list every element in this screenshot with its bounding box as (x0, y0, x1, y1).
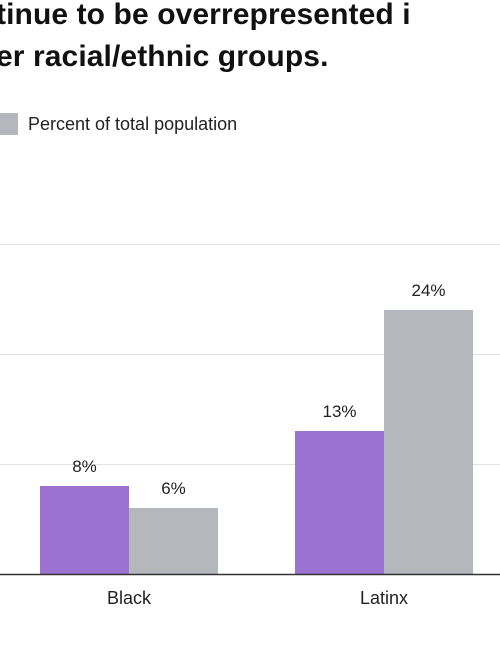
x-tick-label-latinx: Latinx (360, 588, 408, 608)
data-label-latinx-series-1: 13% (322, 402, 356, 421)
legend-label-population: Percent of total population (28, 113, 238, 134)
chart-title: tinue to be overrepresented i er racial/… (0, 0, 500, 78)
bar-latinx-series-1 (295, 431, 384, 574)
chart-title-line-1: tinue to be overrepresented i (0, 0, 411, 31)
data-label-black-series-1: 8% (72, 457, 97, 476)
x-tick-label-black: Black (107, 588, 152, 608)
chart-title-line-2: er racial/ethnic groups. (0, 40, 329, 73)
bar-latinx-series-2 (384, 310, 473, 574)
bar-black-series-2 (129, 508, 218, 574)
data-label-black-series-2: 6% (161, 479, 186, 498)
legend-swatch-population (0, 113, 18, 135)
chart-legend: Percent of total population (0, 112, 237, 136)
bar-black-series-1 (40, 486, 129, 574)
data-label-latinx-series-2: 24% (411, 281, 445, 300)
